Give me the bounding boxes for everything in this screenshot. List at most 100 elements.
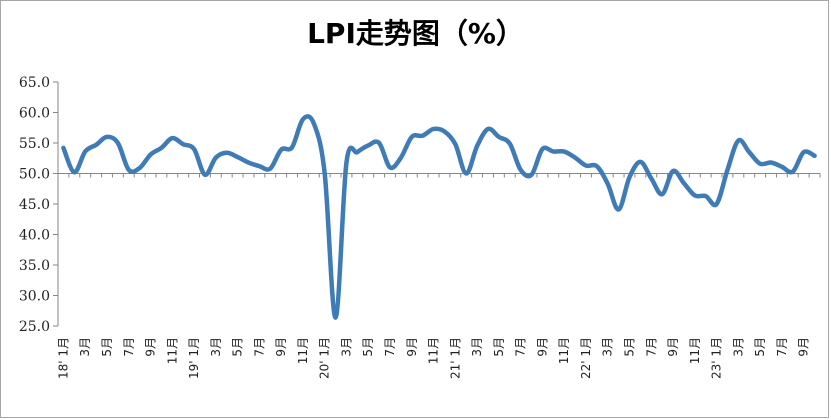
data-point bbox=[660, 192, 664, 196]
y-tick-label: 60.0 bbox=[19, 106, 50, 122]
x-tick-label: 9月 bbox=[797, 337, 811, 357]
data-point bbox=[704, 194, 708, 198]
x-tick-label: 5月 bbox=[492, 337, 506, 357]
data-point bbox=[682, 181, 686, 185]
x-tick-label: 21' 1月 bbox=[448, 337, 462, 379]
data-point bbox=[159, 146, 163, 150]
x-tick-label: 5月 bbox=[100, 337, 114, 357]
data-point bbox=[628, 175, 632, 179]
data-point bbox=[453, 142, 457, 146]
x-tick-label: 22' 1月 bbox=[579, 337, 593, 379]
data-point bbox=[475, 144, 479, 148]
data-point bbox=[584, 164, 588, 168]
data-point bbox=[758, 162, 762, 166]
x-tick-label: 3月 bbox=[78, 337, 92, 357]
data-point bbox=[769, 161, 773, 165]
data-point bbox=[638, 160, 642, 164]
data-point bbox=[410, 135, 414, 139]
y-tick-label: 45.0 bbox=[19, 197, 50, 213]
data-point bbox=[290, 145, 294, 149]
x-tick-label: 11月 bbox=[427, 337, 441, 364]
x-tick-label: 7月 bbox=[644, 337, 658, 357]
data-point bbox=[72, 170, 76, 174]
x-tick-label: 5月 bbox=[753, 337, 767, 357]
data-point bbox=[715, 202, 719, 206]
y-tick-label: 55.0 bbox=[19, 136, 50, 152]
x-tick-label: 5月 bbox=[361, 337, 375, 357]
data-point bbox=[813, 154, 817, 158]
data-point bbox=[127, 168, 131, 172]
data-point bbox=[671, 169, 675, 173]
x-tick-label: 9月 bbox=[666, 337, 680, 357]
data-point bbox=[279, 148, 283, 152]
data-point bbox=[573, 156, 577, 160]
x-tick-label: 3月 bbox=[601, 337, 615, 357]
x-tick-label: 11月 bbox=[296, 337, 310, 364]
x-tick-label: 3月 bbox=[731, 337, 745, 357]
data-point bbox=[94, 143, 98, 147]
data-point bbox=[747, 150, 751, 154]
data-point bbox=[432, 127, 436, 131]
data-point bbox=[355, 150, 359, 154]
data-point bbox=[464, 172, 468, 176]
data-point bbox=[617, 207, 621, 211]
data-point bbox=[802, 150, 806, 154]
y-tick-label: 65.0 bbox=[19, 75, 50, 91]
data-point bbox=[551, 150, 555, 154]
x-tick-label: 9月 bbox=[274, 337, 288, 357]
x-tick-label: 7月 bbox=[775, 337, 789, 357]
x-tick-label: 23' 1月 bbox=[710, 337, 724, 379]
data-point bbox=[344, 161, 348, 165]
data-point bbox=[323, 172, 327, 176]
x-tick-label: 7月 bbox=[122, 337, 136, 357]
x-tick-label: 3月 bbox=[209, 337, 223, 357]
x-tick-label: 18' 1月 bbox=[56, 337, 70, 379]
data-point bbox=[116, 141, 120, 145]
data-point bbox=[214, 156, 218, 160]
data-point bbox=[508, 142, 512, 146]
data-point bbox=[725, 168, 729, 172]
data-point bbox=[530, 173, 534, 177]
data-point bbox=[203, 173, 207, 177]
data-point bbox=[334, 315, 338, 319]
x-tick-label: 3月 bbox=[339, 337, 353, 357]
data-point bbox=[780, 165, 784, 169]
x-tick-label: 3月 bbox=[470, 337, 484, 357]
y-tick-label: 30.0 bbox=[19, 289, 50, 305]
data-point bbox=[366, 143, 370, 147]
data-point bbox=[170, 136, 174, 140]
data-point bbox=[377, 141, 381, 145]
data-point bbox=[540, 147, 544, 151]
data-point bbox=[192, 147, 196, 151]
data-point bbox=[247, 161, 251, 165]
x-tick-label: 7月 bbox=[514, 337, 528, 357]
data-point bbox=[606, 182, 610, 186]
data-point bbox=[497, 135, 501, 139]
y-tick-label: 50.0 bbox=[19, 167, 50, 183]
data-point bbox=[181, 142, 185, 146]
x-tick-label: 9月 bbox=[535, 337, 549, 357]
data-point bbox=[442, 129, 446, 133]
series-line bbox=[61, 114, 817, 320]
data-point bbox=[519, 168, 523, 172]
x-tick-label: 5月 bbox=[231, 337, 245, 357]
data-point bbox=[225, 151, 229, 155]
y-tick-label: 35.0 bbox=[19, 258, 50, 274]
data-point bbox=[149, 153, 153, 157]
data-point bbox=[791, 170, 795, 174]
x-tick-label: 11月 bbox=[165, 337, 179, 364]
data-point bbox=[486, 127, 490, 131]
data-point bbox=[399, 156, 403, 160]
y-tick-label: 40.0 bbox=[19, 228, 50, 244]
x-tick-label: 9月 bbox=[405, 337, 419, 357]
data-point bbox=[421, 134, 425, 138]
data-point bbox=[693, 193, 697, 197]
data-point bbox=[105, 135, 109, 139]
data-point bbox=[301, 117, 305, 121]
x-tick-label: 5月 bbox=[623, 337, 637, 357]
data-point bbox=[595, 164, 599, 168]
x-tick-label: 7月 bbox=[383, 337, 397, 357]
data-point bbox=[138, 166, 142, 170]
